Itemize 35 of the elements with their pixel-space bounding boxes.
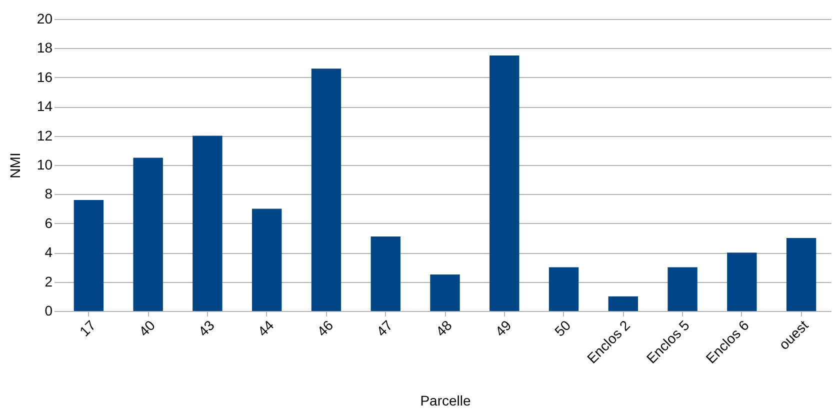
x-tick-label: 44 [254,316,277,340]
y-tick-label: 0 [44,302,53,318]
y-tick-label: 4 [44,244,53,260]
y-tick-label: 8 [44,186,53,202]
x-axis-title: Parcelle [420,392,471,408]
x-tick-label: 40 [136,316,158,340]
bar [430,274,460,311]
y-tick-label: 20 [36,10,53,26]
x-tick-label: 46 [314,316,336,340]
bar [133,158,163,311]
bar [490,56,520,311]
y-tick-label: 6 [44,214,53,231]
bar [252,208,282,311]
x-tick-label: 47 [373,316,396,340]
y-tick-label: 18 [36,40,53,56]
bar [370,236,400,311]
x-tick-label: 48 [432,316,456,340]
x-tick-label: 50 [551,316,574,340]
bar [727,252,757,311]
y-tick-label: 12 [36,127,53,144]
y-tick-label: 10 [36,156,53,172]
x-tick-label: 43 [195,316,218,340]
bar [668,267,698,311]
y-tick-label: 2 [44,273,53,290]
bar [608,296,638,311]
y-tick-label: 16 [36,68,53,85]
bar [311,68,342,311]
x-tick-label: 17 [76,316,99,340]
bar [548,267,579,311]
bar [74,200,104,311]
bar [786,238,816,311]
bar [192,136,222,311]
y-tick-label: 14 [36,98,53,114]
x-tick-label: 49 [492,316,514,340]
y-axis-title: NMI [6,152,23,178]
